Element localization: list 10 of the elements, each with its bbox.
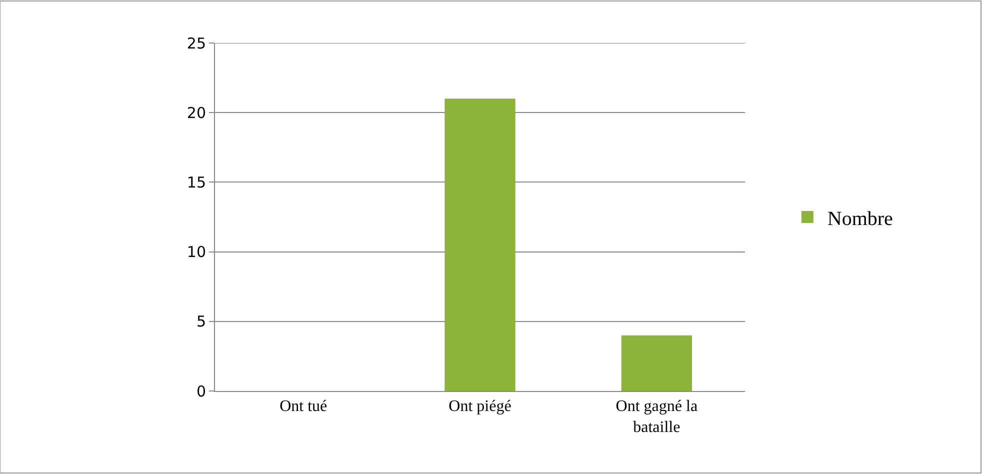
y-tick-label: 25 [186, 34, 206, 52]
y-tick-label: 15 [186, 173, 206, 192]
y-tick-label: 10 [186, 243, 206, 262]
x-tick-label: Ont gagné la bataille [616, 398, 698, 436]
y-tick-label: 0 [196, 382, 206, 400]
x-tick-label: Ont piégé [448, 398, 512, 416]
legend-label: Nombre [827, 208, 894, 230]
x-tick-label: Ont tué [280, 398, 328, 416]
y-tick-label: 20 [186, 104, 206, 122]
y-tick-label: 5 [196, 312, 206, 331]
